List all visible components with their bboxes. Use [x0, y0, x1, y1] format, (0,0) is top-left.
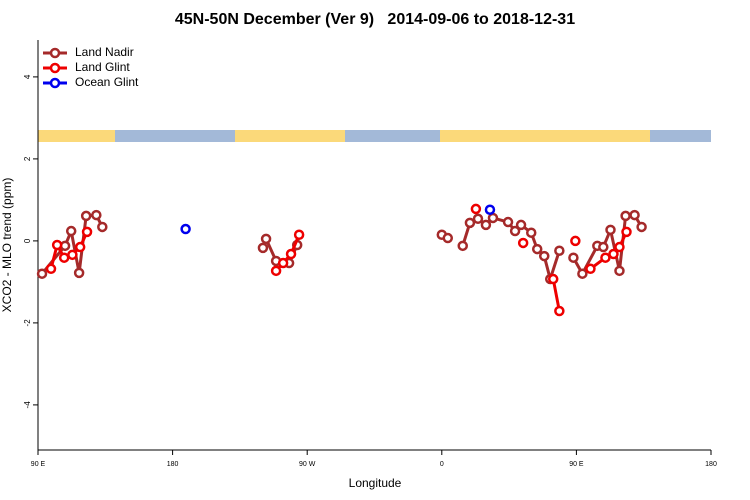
data-point — [67, 249, 78, 261]
data-point — [257, 242, 269, 254]
y-tick-label: 0 — [23, 238, 32, 243]
legend-marker — [49, 47, 61, 59]
data-point — [568, 252, 579, 263]
data-point — [517, 237, 529, 249]
data-point — [487, 212, 499, 224]
data-point — [620, 210, 631, 222]
data-point — [614, 265, 625, 277]
data-point — [270, 265, 282, 277]
data-point — [484, 204, 496, 215]
series-line — [40, 213, 643, 285]
chart-title: 45N-50N December (Ver 9) 2014-09-06 to 2… — [175, 11, 575, 28]
data-point — [509, 225, 521, 237]
data-point — [614, 241, 625, 253]
data-point — [51, 239, 63, 251]
data-point — [636, 221, 647, 233]
data-point — [502, 216, 514, 228]
data-point — [180, 223, 191, 235]
x-tick-label: 180 — [705, 461, 717, 468]
data-point — [293, 229, 305, 240]
y-tick-label: 2 — [23, 156, 32, 161]
data-point — [629, 209, 640, 221]
y-tick-label: -2 — [23, 319, 32, 327]
data-point — [80, 210, 92, 222]
x-tick-label: 90 E — [31, 461, 46, 468]
data-point — [285, 248, 297, 260]
data-point — [515, 219, 527, 231]
data-point — [97, 221, 108, 233]
data-point — [74, 241, 86, 253]
data-point — [45, 263, 57, 275]
legend-marker — [49, 62, 61, 74]
data-point — [470, 203, 482, 215]
data-point — [81, 226, 93, 238]
data-point — [570, 235, 581, 247]
series-line — [49, 231, 628, 312]
data-point — [598, 241, 609, 253]
legend-label: Ocean Glint — [75, 75, 139, 89]
x-tick-label: 180 — [167, 461, 179, 468]
data-point — [91, 209, 102, 221]
legend-label: Land Glint — [75, 60, 130, 74]
data-point — [531, 243, 543, 255]
data-point — [585, 263, 596, 275]
map-strip — [38, 130, 711, 142]
data-point — [605, 224, 616, 236]
data-point — [464, 217, 476, 229]
data-point — [608, 248, 619, 260]
x-tick-label: 0 — [440, 461, 444, 468]
x-tick-label: 90 W — [299, 461, 316, 468]
data-point — [442, 232, 454, 244]
legend-marker — [49, 77, 61, 89]
x-tick-label: 90 E — [569, 461, 584, 468]
data-point — [621, 226, 632, 238]
data-point — [600, 252, 611, 263]
data-point — [554, 305, 565, 317]
data-point — [260, 233, 272, 245]
data-point — [73, 267, 85, 279]
data-point — [538, 250, 550, 262]
data-point — [547, 273, 559, 285]
data-point — [472, 213, 484, 225]
x-axis-label: Longitude — [349, 476, 402, 490]
data-point — [65, 225, 77, 237]
data-point — [457, 240, 468, 252]
data-point — [577, 268, 588, 279]
data-point — [525, 227, 537, 238]
data-point — [277, 257, 289, 269]
y-tick-label: 4 — [23, 74, 32, 79]
y-axis-label: XCO2 - MLO trend (ppm) — [0, 178, 14, 313]
data-point — [554, 245, 565, 256]
data-point — [36, 268, 48, 279]
data-point — [58, 252, 70, 263]
y-tick-label: -4 — [23, 401, 32, 409]
data-point — [480, 219, 492, 231]
legend-label: Land Nadir — [75, 45, 134, 59]
